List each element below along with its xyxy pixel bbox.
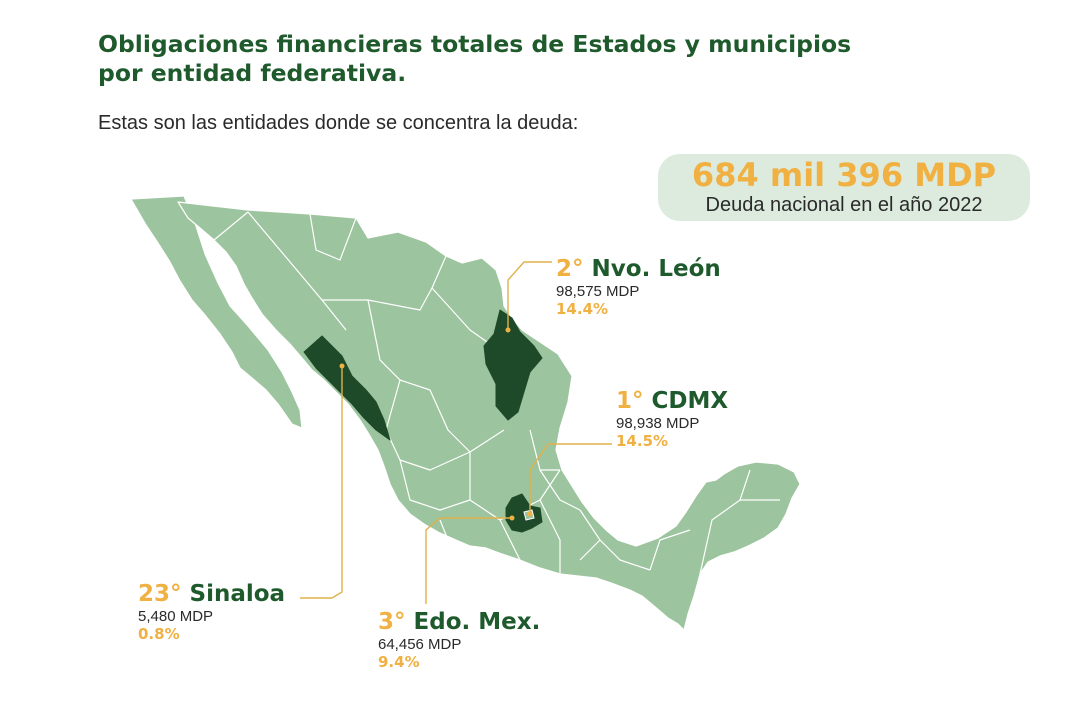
sinaloa-state bbox=[303, 335, 391, 441]
amount-nuevo-leon: 98,575 MDP bbox=[556, 283, 640, 300]
leader-edomex bbox=[425, 517, 512, 604]
amount-cdmx: 98,938 MDP bbox=[616, 415, 700, 432]
amount-edomex: 64,456 MDP bbox=[378, 636, 462, 653]
subtitle: Estas son las entidades donde se concent… bbox=[98, 112, 579, 134]
amount-sinaloa: 5,480 MDP bbox=[138, 608, 214, 625]
rank-nuevo-leon: 2° bbox=[556, 256, 584, 282]
leader-sinaloa bbox=[300, 366, 343, 599]
dot-edomex bbox=[509, 515, 515, 521]
name-nuevo-leon: Nvo. León bbox=[591, 256, 721, 282]
national-debt-box: 684 mil 396 MDP Deuda nacional en el año… bbox=[658, 154, 1030, 221]
leader-cdmx bbox=[529, 443, 612, 514]
rank-sinaloa: 23° bbox=[138, 581, 182, 607]
baja-california-peninsula bbox=[130, 195, 303, 429]
national-debt-amount: 684 mil 396 MDP bbox=[691, 156, 997, 194]
percent-edomex: 9.4% bbox=[378, 653, 420, 671]
title-line-1: Obligaciones financieras totales de Esta… bbox=[98, 30, 852, 58]
dot-cdmx bbox=[527, 511, 533, 517]
dot-nuevo-leon bbox=[505, 327, 511, 333]
nuevo-leon-state bbox=[483, 309, 543, 421]
name-edomex: Edo. Mex. bbox=[413, 609, 541, 635]
percent-sinaloa: 0.8% bbox=[138, 625, 180, 643]
percent-cdmx: 14.5% bbox=[616, 432, 669, 450]
dot-sinaloa bbox=[339, 363, 345, 369]
mainland bbox=[177, 201, 801, 631]
leader-nuevo-leon bbox=[507, 261, 552, 328]
callout-cdmx: 1° CDMX 98,938 MDP 14.5% bbox=[616, 387, 728, 450]
national-debt-label: Deuda nacional en el año 2022 bbox=[705, 194, 983, 216]
name-sinaloa: Sinaloa bbox=[189, 581, 286, 607]
name-cdmx: CDMX bbox=[651, 388, 729, 414]
state-borders bbox=[213, 211, 780, 575]
callout-edomex: 3° Edo. Mex. 64,456 MDP 9.4% bbox=[378, 608, 540, 671]
rank-edomex: 3° bbox=[378, 609, 406, 635]
callout-nuevo-leon: 2° Nvo. León 98,575 MDP 14.4% bbox=[556, 255, 721, 318]
callout-sinaloa: 23° Sinaloa 5,480 MDP 0.8% bbox=[138, 580, 285, 643]
page-title: Obligaciones financieras totales de Esta… bbox=[98, 30, 851, 88]
title-line-2: por entidad federativa. bbox=[98, 59, 407, 87]
rank-cdmx: 1° bbox=[616, 388, 644, 414]
percent-nuevo-leon: 14.4% bbox=[556, 300, 609, 318]
